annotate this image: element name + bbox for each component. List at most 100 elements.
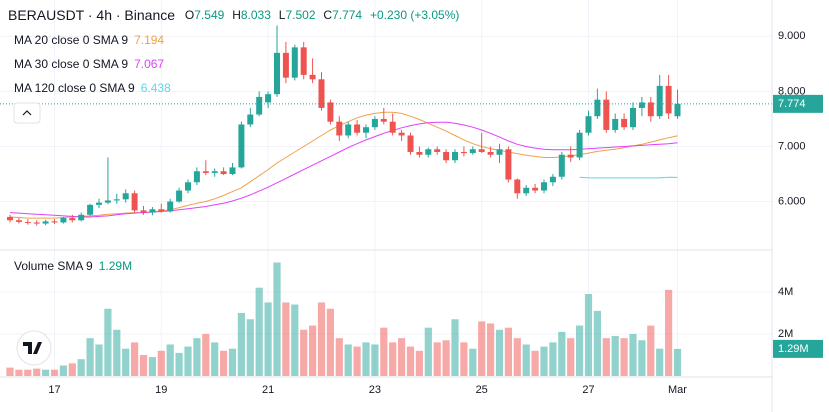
candle-body xyxy=(496,149,503,155)
candle-body xyxy=(104,200,111,203)
candle-body xyxy=(567,154,574,158)
candle-body xyxy=(247,114,254,125)
volume-bar xyxy=(362,342,370,376)
legend-value: 7.067 xyxy=(134,57,164,71)
volume-bar xyxy=(193,338,201,376)
candle-body xyxy=(621,118,628,128)
last-price-label: 7.774 xyxy=(778,98,806,110)
collapse-button[interactable] xyxy=(13,102,41,124)
candle-body xyxy=(291,47,298,78)
o-value: 7.549 xyxy=(194,8,224,22)
legend-ma30: MA 30 close 0 SMA 9 7.067 xyxy=(14,57,164,71)
volume-bar xyxy=(478,321,486,376)
volume-bar xyxy=(531,350,539,376)
candle-body xyxy=(647,102,654,117)
candle-body xyxy=(202,171,209,173)
candle-body xyxy=(674,103,681,117)
volume-bar xyxy=(638,340,646,376)
volume-bar xyxy=(326,308,334,376)
legend-name: MA 120 close 0 SMA 9 xyxy=(14,81,135,95)
volume-bar xyxy=(335,338,343,376)
volume-bar xyxy=(424,327,432,376)
candle-body xyxy=(336,121,343,136)
candle-body xyxy=(15,220,22,222)
candle-body xyxy=(60,218,67,223)
volume-bar xyxy=(620,338,628,376)
candle-body xyxy=(158,209,165,212)
volume-bar xyxy=(77,359,85,376)
candle-body xyxy=(523,187,530,194)
x-tick-label: 23 xyxy=(369,384,381,396)
candle-body xyxy=(487,151,494,155)
h-label: H xyxy=(232,8,241,22)
volume-bar xyxy=(469,348,477,376)
volume-bar xyxy=(558,331,566,376)
volume-bar xyxy=(24,369,32,376)
ma-line xyxy=(9,111,678,219)
volume-bar xyxy=(86,338,94,376)
volume-bar xyxy=(656,348,664,376)
candle-body xyxy=(229,167,236,175)
candle-body xyxy=(354,124,361,133)
volume-bar xyxy=(576,325,584,376)
candle-body xyxy=(87,204,94,215)
volume-bar xyxy=(540,346,548,376)
candle-body xyxy=(434,149,441,152)
volume-bar xyxy=(264,302,272,376)
candle-body xyxy=(24,221,31,223)
volume-bar xyxy=(246,319,254,376)
volume-bar xyxy=(166,344,174,376)
candle-body xyxy=(638,102,645,108)
volume-bar xyxy=(495,329,504,376)
volume-bar xyxy=(148,357,156,376)
x-tick-label: 17 xyxy=(48,384,60,396)
x-tick-label: 21 xyxy=(262,384,274,396)
candle-body xyxy=(398,132,405,136)
volume-bar xyxy=(68,363,76,376)
legend-name: MA 20 close 0 SMA 9 xyxy=(14,33,128,47)
candle-body xyxy=(558,154,565,177)
volume-bar xyxy=(273,262,281,376)
volume-bar xyxy=(33,368,41,376)
volume-bar xyxy=(50,369,59,376)
x-tick-label: 25 xyxy=(476,384,488,396)
candle-body xyxy=(656,85,663,117)
volume-bar xyxy=(184,346,192,376)
volume-bar xyxy=(175,352,183,376)
x-tick-label: Mar xyxy=(668,384,687,396)
candle-body xyxy=(238,124,245,168)
volume-bar xyxy=(451,319,459,376)
x-tick-label: 19 xyxy=(155,384,167,396)
last-volume-box xyxy=(773,339,823,358)
candle-body xyxy=(505,149,512,180)
ma-line xyxy=(579,176,678,179)
symbol: BERAUSDT · 4h · Binance xyxy=(8,7,175,23)
candle-body xyxy=(274,52,280,95)
volume-bar xyxy=(389,342,397,376)
volume-bar xyxy=(353,346,361,376)
volume-bar xyxy=(202,333,210,376)
candle-body xyxy=(327,102,334,122)
candle-body xyxy=(122,193,129,200)
candle-body xyxy=(113,199,120,201)
volume-bar xyxy=(398,338,406,376)
volume-bar xyxy=(371,344,379,376)
y-tick-label: 8.000 xyxy=(778,85,806,97)
volume-tick-label: 2M xyxy=(778,328,793,340)
candle-body xyxy=(425,149,432,155)
volume-bar xyxy=(584,294,593,376)
volume-legend: Volume SMA 9 1.29M xyxy=(14,259,132,273)
candle-body xyxy=(541,182,547,191)
plot xyxy=(0,25,772,376)
legend-name: MA 30 close 0 SMA 9 xyxy=(14,57,128,71)
legend-ma20: MA 20 close 0 SMA 9 7.194 xyxy=(14,33,164,47)
candle-body xyxy=(407,135,414,152)
volume-bar xyxy=(237,312,245,376)
o-label: O xyxy=(185,8,194,22)
volume-bar xyxy=(504,327,512,376)
volume-bar xyxy=(42,369,50,376)
candle-body xyxy=(549,176,556,183)
candle-body xyxy=(318,79,325,108)
volume-bar xyxy=(460,342,468,376)
